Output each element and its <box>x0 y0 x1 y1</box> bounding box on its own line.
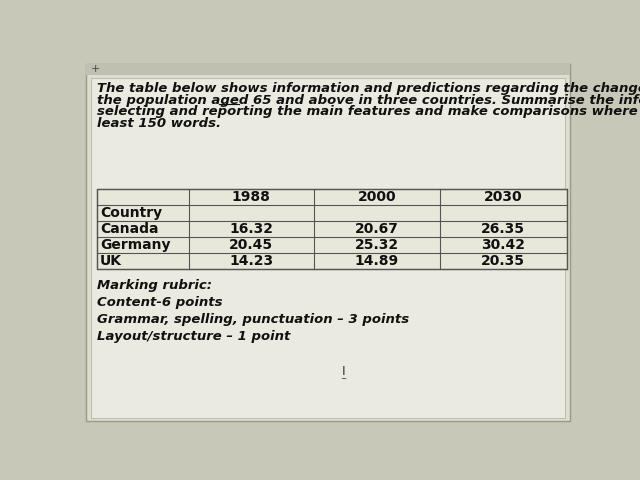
Text: Marking rubric:: Marking rubric: <box>97 279 212 292</box>
Text: 30.42: 30.42 <box>481 238 525 252</box>
Text: Content-6 points: Content-6 points <box>97 296 223 309</box>
Text: 25.32: 25.32 <box>355 238 399 252</box>
Text: 26.35: 26.35 <box>481 222 525 236</box>
Text: Germany: Germany <box>100 238 171 252</box>
Text: The table below shows information and predictions regarding the change in percen: The table below shows information and pr… <box>97 82 640 95</box>
Text: 20.35: 20.35 <box>481 254 525 268</box>
FancyBboxPatch shape <box>97 189 566 269</box>
FancyBboxPatch shape <box>86 64 570 74</box>
Text: Country: Country <box>100 206 163 220</box>
Text: Layout/structure – 1 point: Layout/structure – 1 point <box>97 330 291 343</box>
Text: selecting and reporting the main features and make comparisons where relevant. W: selecting and reporting the main feature… <box>97 105 640 119</box>
Text: Grammar, spelling, punctuation – 3 points: Grammar, spelling, punctuation – 3 point… <box>97 313 409 326</box>
Text: 2000: 2000 <box>358 190 396 204</box>
Text: UK: UK <box>100 254 122 268</box>
Text: the population aged 65 and above in three countries. Summarise the information b: the population aged 65 and above in thre… <box>97 94 640 107</box>
Text: 20.45: 20.45 <box>229 238 273 252</box>
Text: least 150 words.: least 150 words. <box>97 117 221 130</box>
Text: Canada: Canada <box>100 222 159 236</box>
FancyBboxPatch shape <box>86 64 570 421</box>
Text: 2030: 2030 <box>484 190 522 204</box>
Text: 14.23: 14.23 <box>229 254 273 268</box>
FancyBboxPatch shape <box>91 78 565 418</box>
Text: 1988: 1988 <box>232 190 271 204</box>
Text: 16.32: 16.32 <box>229 222 273 236</box>
Text: 14.89: 14.89 <box>355 254 399 268</box>
Text: 20.67: 20.67 <box>355 222 399 236</box>
Text: +: + <box>91 64 100 74</box>
Text: I: I <box>342 365 346 378</box>
Text: _: _ <box>341 371 346 379</box>
